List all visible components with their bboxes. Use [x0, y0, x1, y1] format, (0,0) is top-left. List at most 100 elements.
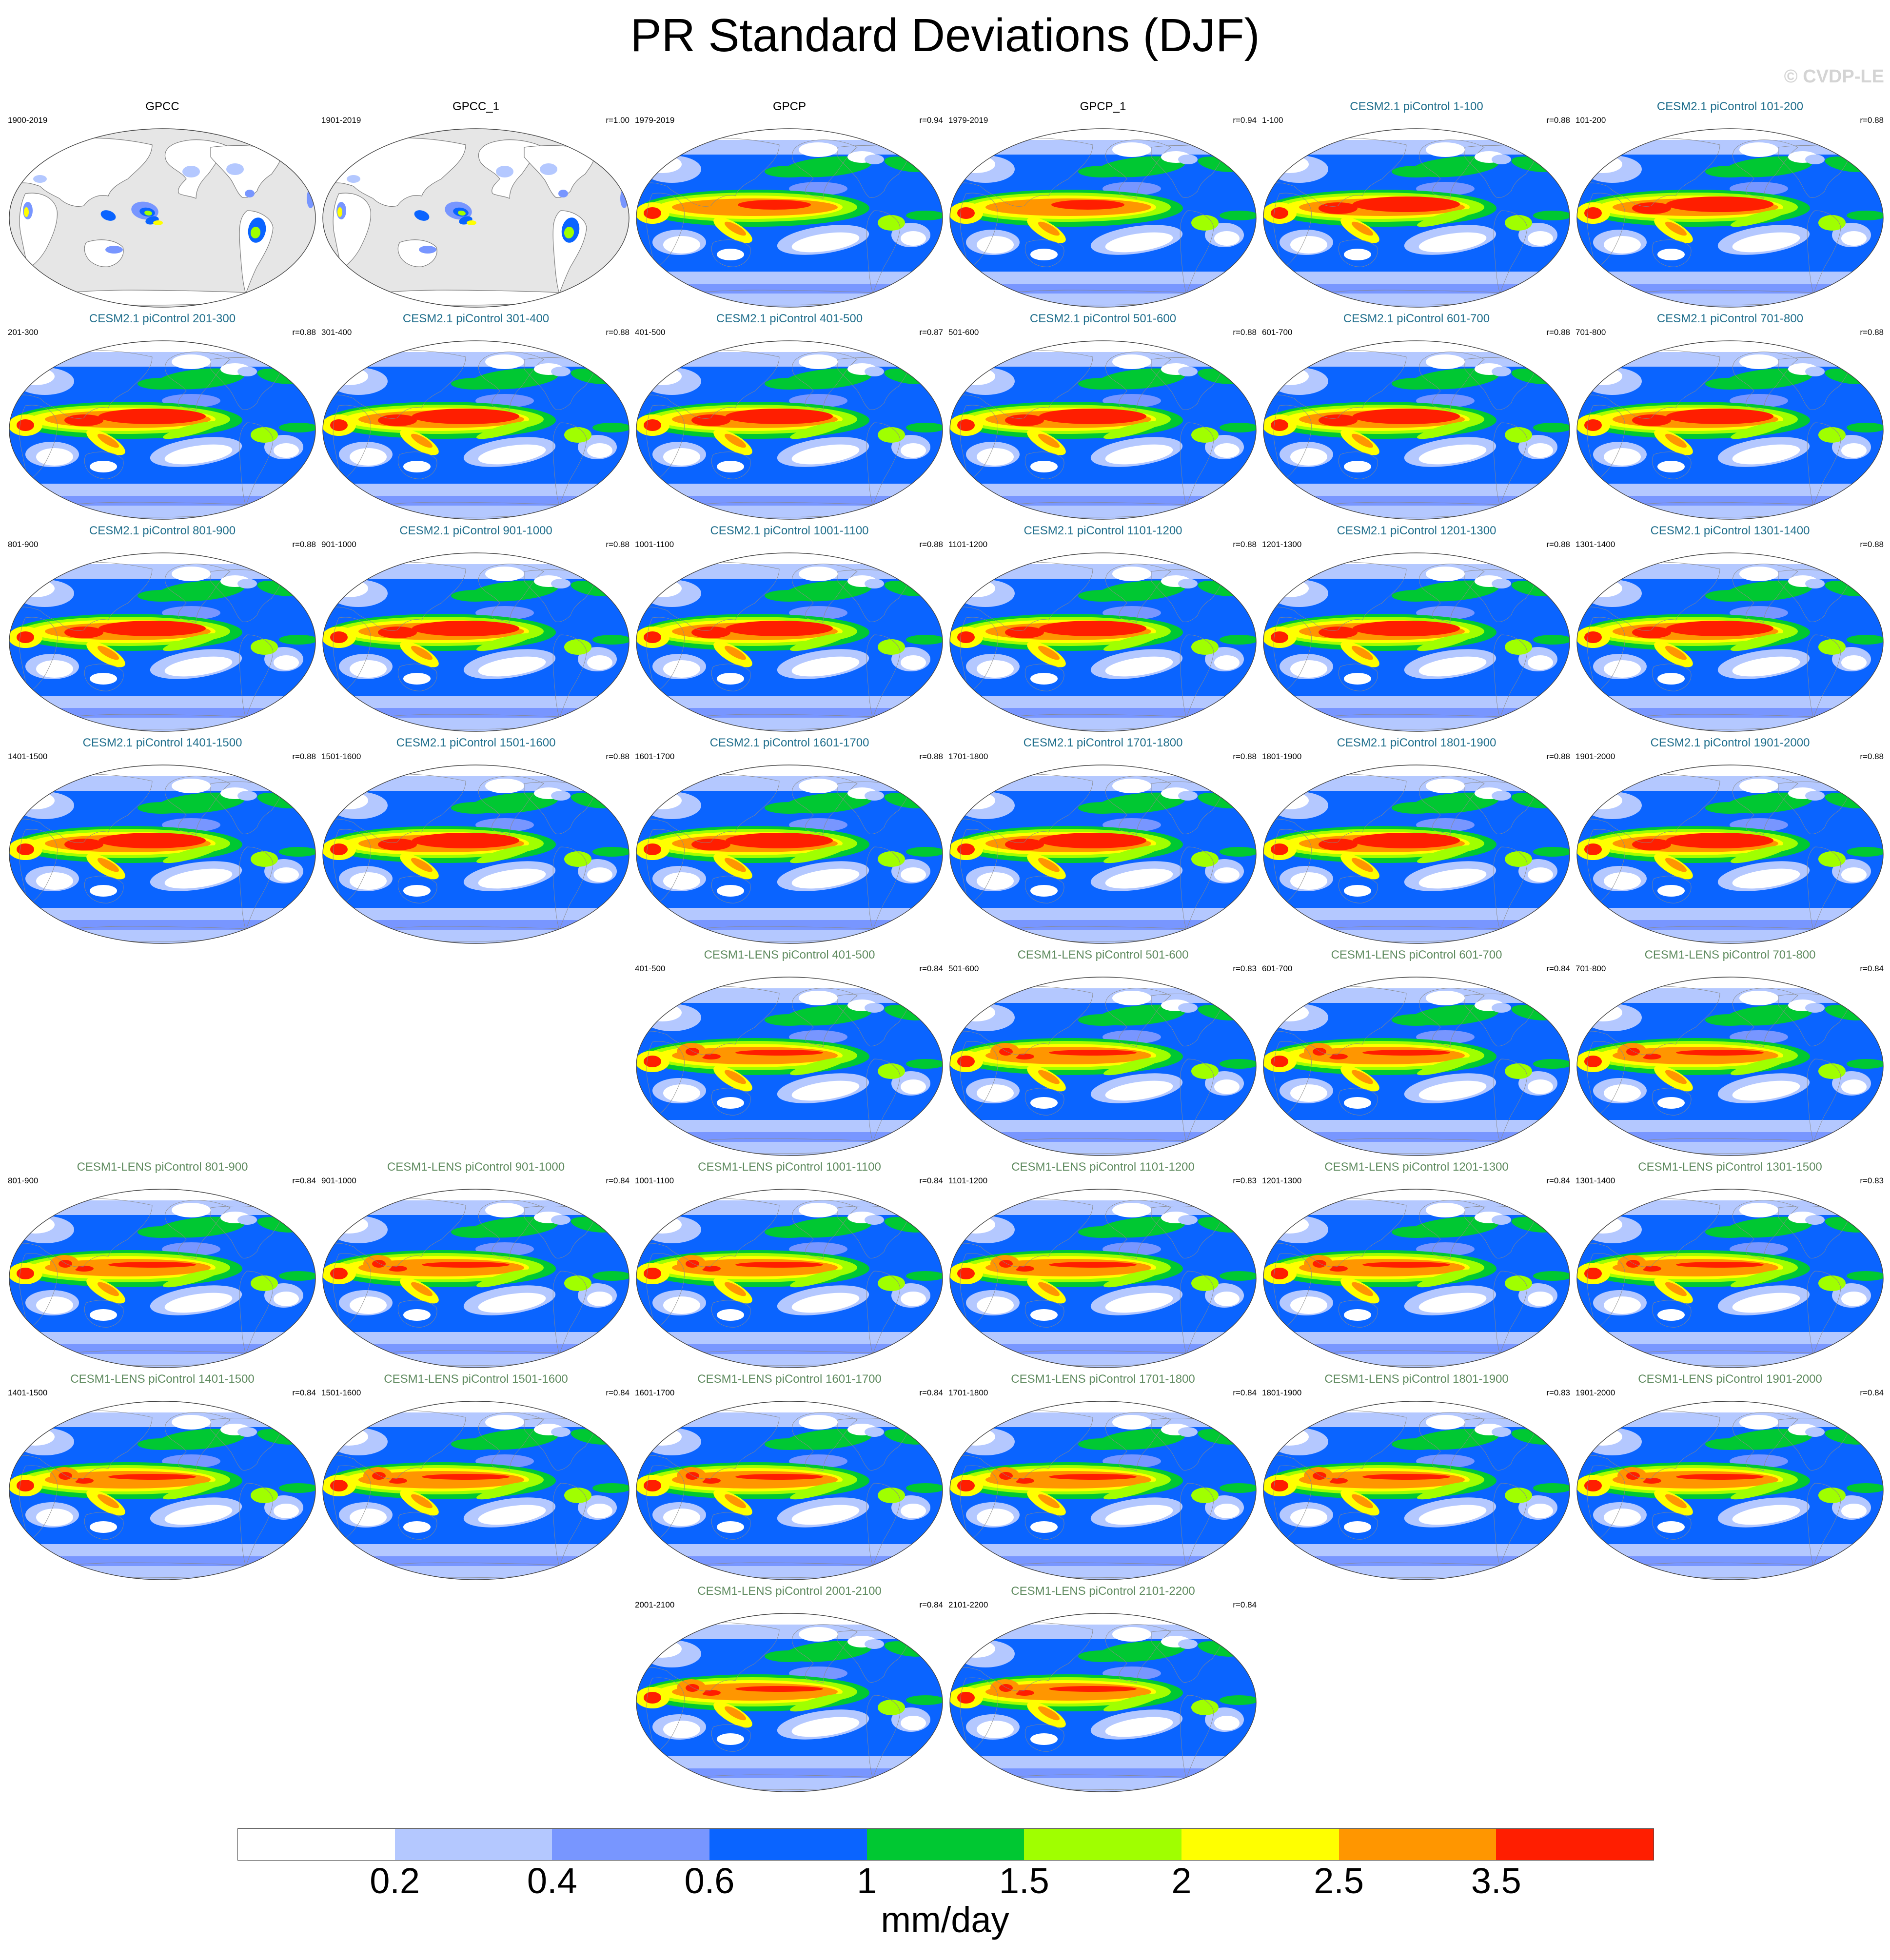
- map-panel: CESM2.1 piControl 101-200 101-200 r=0.88: [1574, 100, 1887, 312]
- map-panel: CESM2.1 piControl 1-100 1-100 r=0.88: [1260, 100, 1573, 312]
- map-panel: CESM1-LENS piControl 2001-2100 2001-2100 r…: [633, 1585, 946, 1797]
- map-panel: CESM1-LENS piControl 1901-2000 1901-2000 r…: [1574, 1372, 1887, 1585]
- panel-title: CESM2.1 piControl 1001-1100: [710, 524, 869, 537]
- panel-title: CESM2.1 piControl 1601-1700: [709, 736, 869, 749]
- colorbar-swatch: [709, 1828, 867, 1861]
- panel-correlation: r=0.84: [1233, 1600, 1257, 1609]
- map-panel: GPCC_1 1901-2019 r=1.00: [319, 100, 632, 312]
- map-panel: CESM2.1 piControl 1701-1800 1701-1800 r=0.…: [946, 736, 1260, 948]
- panel-title: CESM2.1 piControl 901-1000: [399, 524, 552, 537]
- precip-std-map: [1260, 762, 1573, 948]
- precip-std-map: [1574, 762, 1887, 948]
- panel-years: 1979-2019: [948, 116, 988, 125]
- panel-years: 1601-1700: [635, 1388, 675, 1397]
- precip-std-map: [1574, 549, 1887, 736]
- panel-correlation: r=0.88: [1860, 540, 1884, 549]
- panel-years: 1301-1400: [1575, 540, 1615, 549]
- panel-correlation: r=0.94: [1233, 116, 1257, 125]
- precip-std-map: [319, 1186, 632, 1372]
- panel-correlation: r=0.84: [919, 1176, 943, 1185]
- colorbar-swatch: [394, 1828, 552, 1861]
- panel-years: 1801-1900: [1262, 752, 1302, 761]
- panel-correlation: r=0.88: [1233, 540, 1257, 549]
- map-panel: CESM1-LENS piControl 401-500 401-500 r=0.8…: [633, 948, 946, 1160]
- panel-title: CESM1-LENS piControl 1901-2000: [1638, 1372, 1822, 1386]
- panel-years: 601-700: [1262, 964, 1293, 973]
- panel-correlation: r=0.88: [606, 328, 630, 337]
- panel-correlation: r=0.88: [1860, 328, 1884, 337]
- panel-correlation: r=0.88: [1546, 540, 1570, 549]
- panel-correlation: r=0.88: [919, 540, 943, 549]
- panel-years: 1901-2000: [1575, 1388, 1615, 1397]
- precip-std-map: [1260, 125, 1573, 312]
- panel-title: CESM2.1 piControl 1101-1200: [1024, 524, 1182, 537]
- panel-correlation: r=0.88: [1546, 752, 1570, 761]
- colorbar-tick-label: 0.4: [527, 1861, 577, 1901]
- map-panel: CESM2.1 piControl 801-900 801-900 r=0.88: [6, 524, 319, 736]
- precip-std-map: [633, 762, 946, 948]
- panel-title: GPCC_1: [452, 100, 500, 113]
- panel-correlation: r=0.84: [292, 1388, 316, 1397]
- panel-correlation: r=0.88: [1233, 328, 1257, 337]
- panel-years: 2001-2100: [635, 1600, 675, 1609]
- panel-years: 1601-1700: [635, 752, 675, 761]
- panel-correlation: r=0.87: [919, 328, 943, 337]
- map-panel: CESM2.1 piControl 1601-1700 1601-1700 r=0.…: [633, 736, 946, 948]
- panel-title: GPCP_1: [1080, 100, 1126, 113]
- panel-years: 1-100: [1262, 116, 1283, 125]
- panel-years: 1101-1200: [948, 1176, 988, 1185]
- map-panel: CESM2.1 piControl 1201-1300 1201-1300 r=0.…: [1260, 524, 1573, 736]
- panel-title: CESM1-LENS piControl 1101-1200: [1011, 1160, 1195, 1174]
- figure-title: PR Standard Deviations (DJF): [630, 9, 1260, 61]
- map-panel: CESM1-LENS piControl 901-1000 901-1000 r=0…: [319, 1160, 632, 1372]
- map-panel: CESM2.1 piControl 1801-1900 1801-1900 r=0.…: [1260, 736, 1573, 948]
- panel-title: CESM1-LENS piControl 1201-1300: [1324, 1160, 1509, 1174]
- panel-years: 801-900: [8, 540, 39, 549]
- colorbar: [237, 1828, 1654, 1861]
- panel-title: CESM1-LENS piControl 1401-1500: [70, 1372, 255, 1386]
- map-panel: CESM1-LENS piControl 1401-1500 1401-1500 r…: [6, 1372, 319, 1585]
- precip-std-map: [6, 762, 319, 948]
- map-panel: CESM2.1 piControl 401-500 401-500 r=0.87: [633, 312, 946, 524]
- precip-std-map: [946, 125, 1260, 312]
- panel-title: CESM1-LENS piControl 601-700: [1331, 948, 1502, 961]
- panel-title: CESM1-LENS piControl 1001-1100: [698, 1160, 881, 1174]
- panel-years: 401-500: [635, 328, 666, 337]
- precip-std-map: [946, 1398, 1260, 1585]
- panel-correlation: r=0.84: [606, 1388, 630, 1397]
- colorbar-units: mm/day: [881, 1900, 1009, 1940]
- colorbar-swatch: [1496, 1828, 1654, 1861]
- precip-std-map: [6, 549, 319, 736]
- watermark: © CVDP-LE: [1784, 66, 1884, 87]
- panel-years: 901-1000: [321, 1176, 356, 1185]
- map-panel: CESM2.1 piControl 201-300 201-300 r=0.88: [6, 312, 319, 524]
- panel-years: 901-1000: [321, 540, 356, 549]
- precip-std-map: [1574, 1186, 1887, 1372]
- colorbar-tick-label: 2.5: [1314, 1861, 1364, 1901]
- colorbar-tick-label: 3.5: [1471, 1861, 1521, 1901]
- panel-title: GPCP: [772, 100, 806, 113]
- precip-std-map: [633, 1398, 946, 1585]
- panel-title: CESM2.1 piControl 1-100: [1350, 100, 1483, 113]
- precip-std-map: [6, 337, 319, 524]
- colorbar-tick-label: 1: [857, 1861, 877, 1901]
- panel-correlation: r=0.88: [606, 540, 630, 549]
- panel-title: CESM1-LENS piControl 1801-1900: [1324, 1372, 1509, 1386]
- panel-years: 1979-2019: [635, 116, 675, 125]
- panel-correlation: r=0.88: [1233, 752, 1257, 761]
- panel-correlation: r=0.88: [1546, 328, 1570, 337]
- panel-title: CESM2.1 piControl 1801-1900: [1337, 736, 1496, 749]
- colorbar-swatch: [1181, 1828, 1339, 1861]
- colorbar-tick-label: 2: [1171, 1861, 1192, 1901]
- map-panel: CESM1-LENS piControl 801-900 801-900 r=0.8…: [6, 1160, 319, 1372]
- panel-correlation: r=0.88: [606, 752, 630, 761]
- panel-years: 1001-1100: [635, 1176, 674, 1185]
- precip-std-map: [946, 762, 1260, 948]
- map-panel: CESM1-LENS piControl 1001-1100 1001-1100 r…: [633, 1160, 946, 1372]
- colorbar-tick-label: 0.6: [684, 1861, 735, 1901]
- precip-std-map: [319, 762, 632, 948]
- map-panel: CESM1-LENS piControl 2101-2200 2101-2200 r…: [946, 1585, 1260, 1797]
- panel-correlation: r=0.88: [292, 328, 316, 337]
- panel-correlation: r=0.88: [919, 752, 943, 761]
- precip-std-map: [946, 974, 1260, 1160]
